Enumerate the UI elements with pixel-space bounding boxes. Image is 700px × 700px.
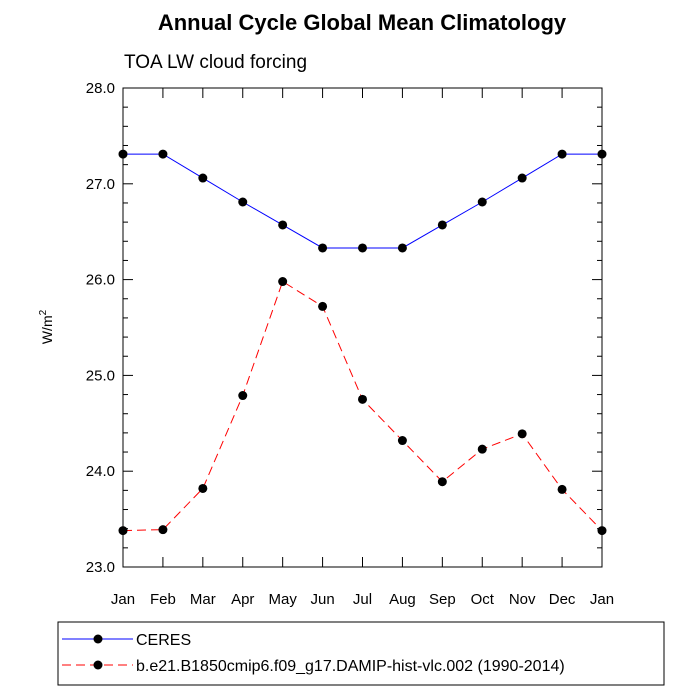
x-tick-label: May [268,591,297,608]
data-point [517,173,527,183]
y-tick-label: 28.0 [86,80,115,97]
x-tick-label: Aug [389,591,416,608]
data-point [557,484,567,494]
plot-area [122,87,603,568]
x-tick-label: Jun [310,591,334,608]
data-point [358,243,367,253]
data-point [158,525,168,535]
plot-border [122,87,603,568]
y-axis-label: W/m2 [38,309,55,344]
data-point [118,149,128,159]
legend-label-ceres: CERES [136,632,191,649]
x-tick-label: Sep [429,591,456,608]
x-tick-label: Mar [190,591,216,608]
data-point [238,197,248,207]
data-point [238,391,248,401]
data-point [118,526,128,536]
y-tick-label: 25.0 [86,367,115,384]
y-tick-label: 27.0 [86,176,115,193]
data-point [278,277,288,287]
x-axis: Jan Feb Mar Apr May Jun Jul Aug Sep Oct Nov Dec Jan [111,591,614,608]
legend-box [57,621,665,686]
y-tick-label: 24.0 [86,463,115,480]
data-point [198,173,208,183]
data-point [397,436,407,446]
x-tick-label: Jan [590,591,614,608]
x-tick-label: Oct [471,591,495,608]
series-line-0 [123,153,602,249]
data-point [477,444,487,454]
x-tick-label: Dec [549,591,576,608]
data-point [437,220,447,230]
legend: CERES b.e21.B1850cmip6.f09_g17.DAMIP-his… [57,621,665,686]
x-tick-label: Apr [231,591,254,608]
data-point [597,149,607,159]
y-axis-label-superscript: 2 [38,309,49,315]
series-layer [118,149,607,536]
y-tick-label: 26.0 [86,272,115,289]
legend-marker-model [93,660,103,670]
data-point [437,477,447,487]
data-point [517,429,527,439]
data-point [198,483,208,493]
chart-title: Annual Cycle Global Mean Climatology [158,10,567,35]
x-tick-label: Jan [111,591,135,608]
data-point [358,394,367,404]
x-tick-label: Jul [353,591,372,608]
data-point [597,526,607,536]
data-point [318,243,328,253]
data-point [397,243,407,253]
data-point [158,149,168,159]
y-tick-label: 23.0 [86,559,115,576]
data-point [477,197,487,207]
legend-label-model: b.e21.B1850cmip6.f09_g17.DAMIP-hist-vlc.… [136,658,565,675]
series-line-1 [122,280,603,532]
chart-subtitle: TOA LW cloud forcing [124,52,307,73]
y-axis: 23.0 24.0 25.0 26.0 27.0 28.0 [86,80,115,576]
axis-ticks [122,87,603,568]
data-point [278,220,288,230]
data-point [557,149,567,159]
x-tick-label: Feb [150,591,176,608]
y-axis-label-text: W/m [39,315,55,344]
x-tick-label: Nov [509,591,536,608]
data-point [318,301,328,311]
legend-marker-ceres [93,634,103,644]
